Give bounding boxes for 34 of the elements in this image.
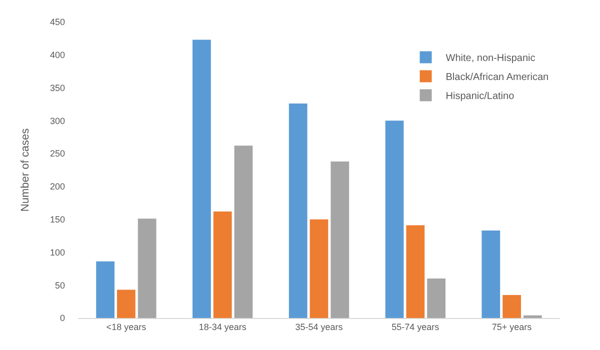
bar xyxy=(330,161,350,318)
legend-label: Hispanic/Latino xyxy=(446,91,515,102)
y-tick-label: 250 xyxy=(50,148,65,159)
x-tick-label: 35-54 years xyxy=(295,322,344,332)
x-tick-label: 55-74 years xyxy=(392,322,440,332)
y-tick-label: 350 xyxy=(50,82,65,93)
bar xyxy=(482,230,500,318)
y-tick-label: 300 xyxy=(50,116,65,126)
legend-label: White, non-Hispanic xyxy=(446,53,536,64)
bar xyxy=(234,146,253,318)
bar xyxy=(385,120,404,318)
bar xyxy=(138,218,156,318)
bar xyxy=(192,40,211,318)
legend-label: Black/African American xyxy=(446,72,549,84)
x-tick-label: <18 years xyxy=(106,322,147,332)
bar xyxy=(524,315,542,318)
bar xyxy=(117,290,136,318)
y-tick-label: 450 xyxy=(50,17,65,28)
y-tick-label: 100 xyxy=(50,247,65,258)
bar xyxy=(502,294,521,318)
x-tick-label: 75+ years xyxy=(492,322,532,332)
bar xyxy=(427,278,446,318)
y-tick-label: 50 xyxy=(54,280,65,290)
y-tick-label: 200 xyxy=(50,182,65,192)
bar xyxy=(406,225,425,318)
bar xyxy=(213,211,232,318)
y-tick-label: 400 xyxy=(50,50,65,60)
y-axis-title: Number of cases xyxy=(20,128,32,212)
y-tick-label: 0 xyxy=(60,313,65,324)
bar xyxy=(96,261,114,318)
bar xyxy=(310,219,328,318)
x-tick-label: 18-34 years xyxy=(198,322,247,332)
bar xyxy=(288,104,308,318)
y-tick-label: 150 xyxy=(50,214,65,224)
